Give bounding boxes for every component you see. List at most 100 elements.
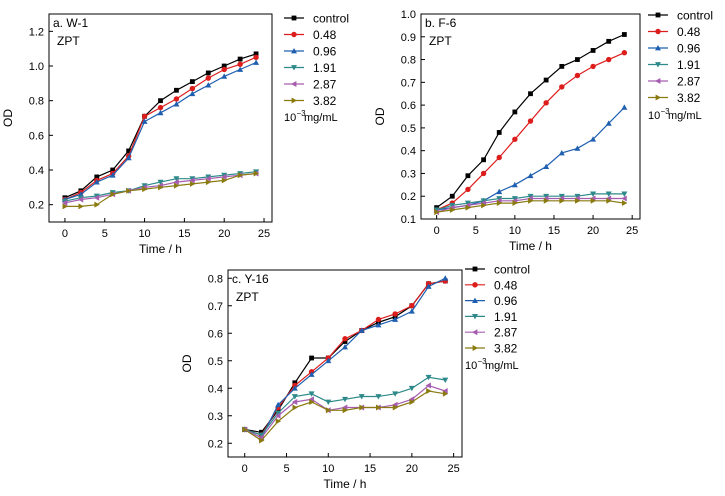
data-point: [433, 207, 440, 213]
data-point: [434, 209, 440, 216]
data-point: [253, 54, 259, 61]
y-tick-label: 0.2: [401, 191, 416, 203]
data-point: [543, 100, 549, 106]
data-point: [375, 322, 382, 328]
data-point: [308, 391, 315, 397]
data-point: [275, 410, 282, 416]
y-tick-label: 0.8: [29, 96, 44, 108]
data-point: [253, 170, 260, 177]
data-point: [221, 177, 228, 184]
data-point: [543, 197, 550, 204]
x-tick-label: 5: [473, 225, 479, 237]
series-control: [434, 32, 627, 211]
plot-frame: [420, 13, 641, 220]
y-tick-label: 0.2: [208, 438, 223, 450]
legend-unit-suffix: mg/mL: [485, 360, 519, 372]
y-tick-label: 1.0: [401, 9, 416, 21]
data-point: [358, 394, 365, 400]
data-point: [275, 401, 282, 408]
x-tick-label: 20: [587, 225, 599, 237]
data-point: [221, 66, 227, 73]
legend-label: 2.87: [677, 75, 701, 89]
x-tick-label: 5: [102, 228, 108, 240]
legend-marker: [655, 28, 661, 35]
panel-inner-label: ZPT: [57, 34, 80, 48]
data-point: [77, 191, 84, 197]
legend-marker: [655, 62, 661, 68]
data-point: [527, 193, 534, 200]
series-line: [436, 200, 625, 213]
panel-c-y16: 0 5 10 15 20 25 0.2 0.3 0.4 0.5 0.6 0.7 0.8 Time / h O…: [180, 263, 530, 492]
y-axis-label: OD: [373, 107, 387, 125]
data-point: [464, 200, 471, 207]
y-tick-label: 0.6: [208, 328, 223, 340]
data-point: [511, 196, 518, 202]
series-3-82: [62, 170, 260, 210]
data-point: [558, 193, 565, 200]
data-point: [237, 61, 243, 67]
legend-marker: [655, 94, 661, 101]
panel-inner-label: ZPT: [236, 290, 259, 304]
data-point: [392, 404, 399, 411]
y-tick-label: 0.5: [401, 123, 416, 135]
data-point: [173, 96, 180, 102]
panel-label: a. W-1: [53, 16, 88, 30]
data-point: [93, 194, 100, 201]
y-tick-label: 0.1: [401, 214, 416, 226]
data-point: [449, 193, 455, 199]
data-point: [528, 91, 533, 97]
data-point: [258, 432, 265, 438]
data-point: [408, 308, 415, 314]
panel-label: c. Y-16: [232, 272, 269, 286]
data-point: [93, 179, 100, 185]
x-tick-label: 0: [62, 228, 68, 240]
legend-marker: [291, 31, 297, 38]
panel-b-f6: 0 5 10 15 20 25 0.1 0.2 0.3 0.4 0.5 0.6 0.7 0.8 0.9 1.0…: [373, 9, 713, 254]
data-point: [221, 73, 228, 79]
data-point: [259, 437, 265, 444]
y-tick-label: 0.3: [401, 168, 416, 180]
data-point: [237, 56, 243, 62]
data-point: [496, 200, 503, 207]
legend-label: 2.87: [494, 326, 518, 340]
series-0-96: [241, 275, 449, 441]
data-point: [205, 82, 212, 88]
y-tick-label: 0.4: [208, 383, 223, 395]
data-point: [621, 195, 627, 202]
data-point: [158, 98, 163, 104]
legend-label: 2.87: [313, 78, 337, 92]
legend-marker: [472, 266, 478, 272]
legend-marker: [472, 282, 478, 288]
data-point: [527, 172, 534, 179]
y-tick-label: 0.4: [401, 146, 416, 158]
data-point: [621, 200, 628, 207]
data-point: [496, 130, 502, 135]
data-point: [77, 196, 84, 203]
data-point: [481, 157, 486, 163]
data-point: [590, 63, 596, 70]
data-point: [309, 355, 314, 361]
data-point: [425, 382, 431, 389]
x-axis-label: Time / h: [509, 239, 552, 253]
series-3-82: [242, 388, 449, 444]
data-point: [480, 170, 487, 177]
data-point: [409, 303, 415, 309]
data-point: [325, 357, 332, 364]
legend-unit-exponent: −3: [478, 357, 488, 366]
data-point: [590, 197, 597, 204]
y-axis-label: OD: [180, 354, 194, 372]
legend-marker: [291, 48, 297, 54]
data-point: [110, 167, 116, 173]
data-point: [392, 311, 398, 317]
data-point: [409, 399, 415, 405]
data-point: [94, 201, 100, 208]
x-axis-label: Time / h: [139, 242, 182, 256]
data-point: [375, 394, 382, 400]
series-1-91: [433, 191, 628, 213]
y-tick-label: 0.6: [29, 130, 44, 142]
y-tick-label: 0.4: [29, 165, 44, 177]
data-point: [78, 203, 84, 210]
data-point: [291, 399, 298, 405]
x-tick-label: 25: [258, 228, 270, 240]
